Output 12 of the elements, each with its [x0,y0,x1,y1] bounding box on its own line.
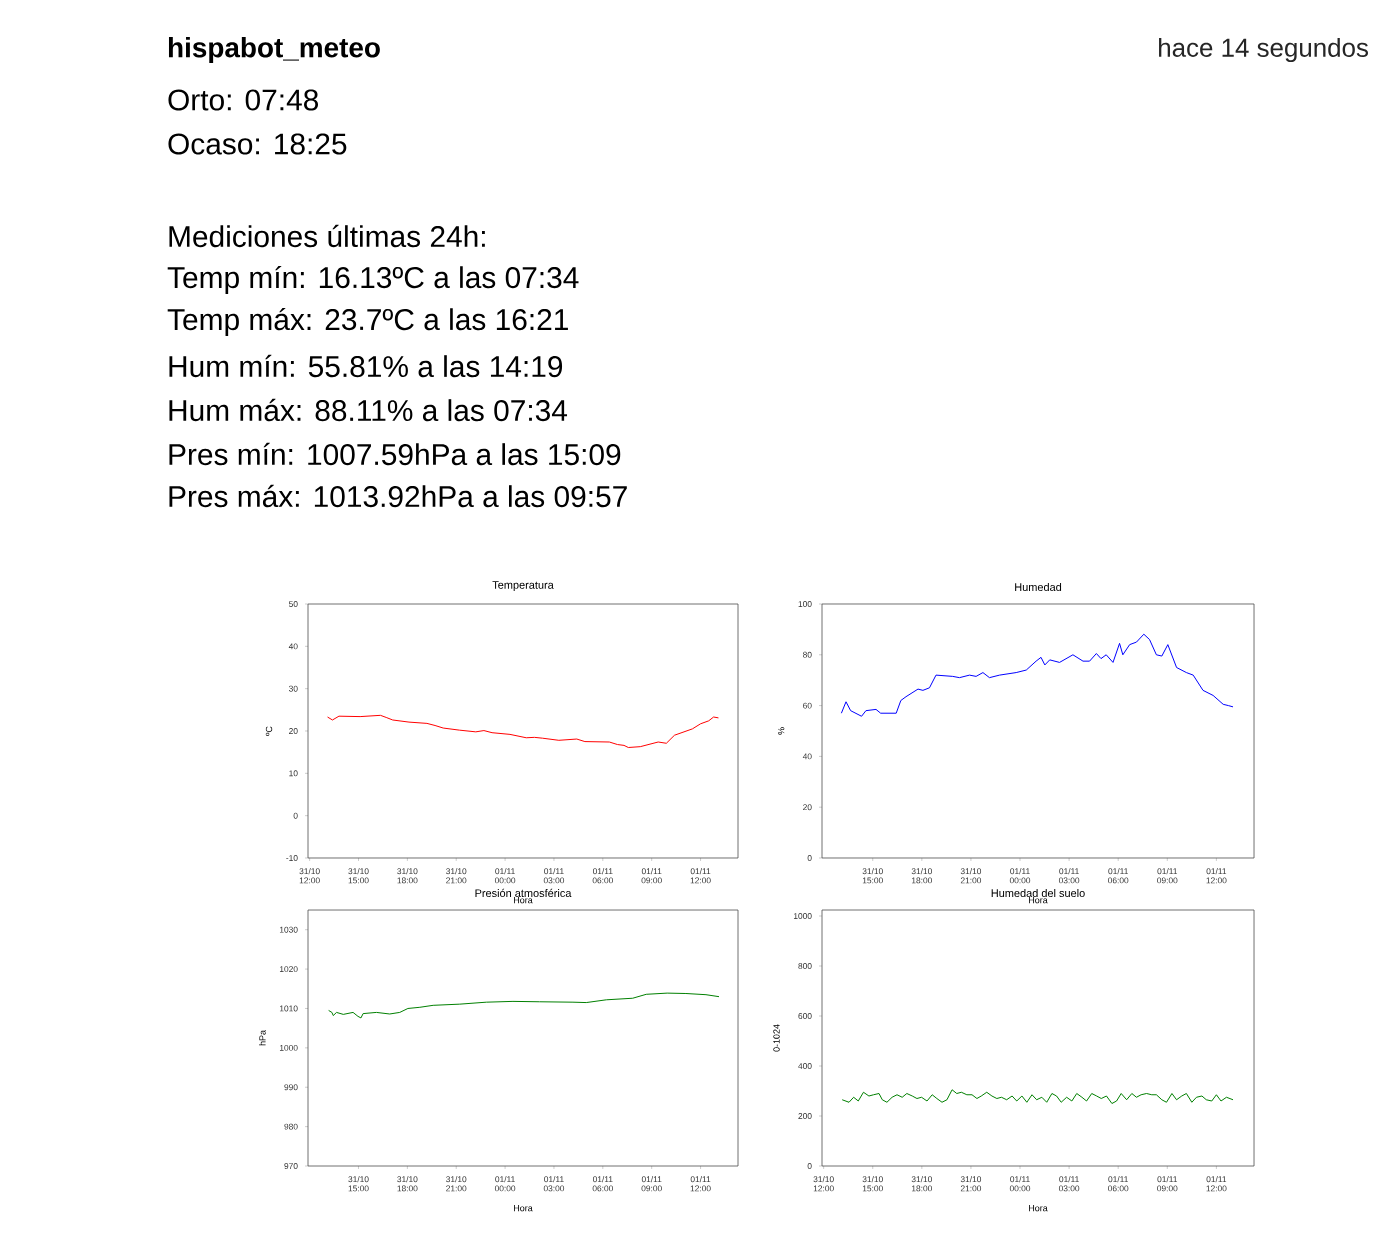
text: Temp máx: 23.7ºC a las 16:21 [167,307,568,337]
text: hispabot_meteo [168,36,380,63]
text: Pres máx: 1013.92hPa a las 09:57 [169,484,627,508]
line-series [841,1089,1234,1104]
text: Mediciones últimas 24h: [169,224,485,248]
text: Pres mín: 1007.59hPa a las 15:09 [169,442,621,466]
text: hace 14 segundos [1159,37,1368,63]
text: Hum mín: 55.81% a las 14:19 [169,354,563,378]
text: Ocaso: 18:25 [168,133,347,155]
text: Temp mín: 16.13ºC a las 07:34 [167,265,579,295]
text: Orto: 07:48 [168,89,319,111]
text: Hum máx: 88.11% a las 07:34 [169,398,568,422]
